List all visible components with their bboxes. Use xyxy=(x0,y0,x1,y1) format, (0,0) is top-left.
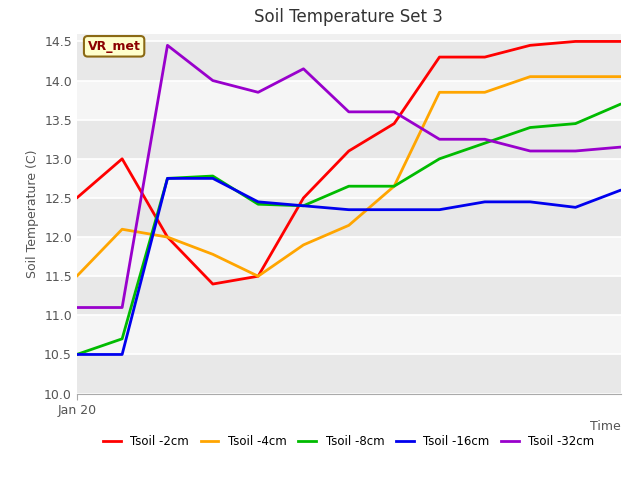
Bar xyxy=(77,81,621,120)
Tsoil -32cm xyxy=(572,148,579,154)
Line: Tsoil -32cm: Tsoil -32cm xyxy=(77,45,621,308)
Bar xyxy=(77,198,621,237)
Tsoil -8cm xyxy=(617,101,625,107)
Tsoil -4cm xyxy=(73,273,81,279)
Tsoil -2cm xyxy=(73,195,81,201)
Bar xyxy=(77,315,621,354)
Tsoil -8cm xyxy=(300,203,307,209)
Tsoil -4cm xyxy=(572,74,579,80)
Bar xyxy=(77,120,621,159)
Text: VR_met: VR_met xyxy=(88,40,141,53)
Tsoil -8cm xyxy=(254,201,262,207)
Tsoil -2cm xyxy=(617,38,625,44)
Tsoil -8cm xyxy=(345,183,353,189)
Line: Tsoil -16cm: Tsoil -16cm xyxy=(77,179,621,354)
Tsoil -32cm xyxy=(164,42,172,48)
Tsoil -2cm xyxy=(526,42,534,48)
Tsoil -32cm xyxy=(390,109,398,115)
Tsoil -16cm xyxy=(572,204,579,210)
Bar xyxy=(77,41,621,81)
Tsoil -8cm xyxy=(73,351,81,357)
Tsoil -32cm xyxy=(254,89,262,95)
Tsoil -16cm xyxy=(300,203,307,209)
Tsoil -4cm xyxy=(617,74,625,80)
Tsoil -2cm xyxy=(572,38,579,44)
Tsoil -8cm xyxy=(572,121,579,127)
Y-axis label: Soil Temperature (C): Soil Temperature (C) xyxy=(26,149,38,278)
Tsoil -2cm xyxy=(481,54,489,60)
Tsoil -32cm xyxy=(73,305,81,311)
Tsoil -2cm xyxy=(209,281,216,287)
Tsoil -2cm xyxy=(436,54,444,60)
Tsoil -2cm xyxy=(164,234,172,240)
Tsoil -16cm xyxy=(436,207,444,213)
Tsoil -8cm xyxy=(390,183,398,189)
Tsoil -16cm xyxy=(526,199,534,205)
Tsoil -32cm xyxy=(436,136,444,142)
Bar xyxy=(77,354,621,394)
Tsoil -32cm xyxy=(209,78,216,84)
Tsoil -4cm xyxy=(118,227,126,232)
Bar xyxy=(77,237,621,276)
Tsoil -32cm xyxy=(481,136,489,142)
Legend: Tsoil -2cm, Tsoil -4cm, Tsoil -8cm, Tsoil -16cm, Tsoil -32cm: Tsoil -2cm, Tsoil -4cm, Tsoil -8cm, Tsoi… xyxy=(99,430,599,453)
Tsoil -2cm xyxy=(390,121,398,127)
Tsoil -16cm xyxy=(617,187,625,193)
Line: Tsoil -2cm: Tsoil -2cm xyxy=(77,41,621,284)
Tsoil -16cm xyxy=(73,351,81,357)
Tsoil -32cm xyxy=(118,305,126,311)
Tsoil -32cm xyxy=(526,148,534,154)
Bar xyxy=(77,276,621,315)
Tsoil -8cm xyxy=(118,336,126,342)
Tsoil -4cm xyxy=(345,222,353,228)
Tsoil -4cm xyxy=(481,89,489,95)
Title: Soil Temperature Set 3: Soil Temperature Set 3 xyxy=(254,9,444,26)
Tsoil -16cm xyxy=(209,176,216,181)
Tsoil -2cm xyxy=(254,273,262,279)
Tsoil -32cm xyxy=(617,144,625,150)
Tsoil -4cm xyxy=(390,183,398,189)
Tsoil -32cm xyxy=(300,66,307,72)
Tsoil -16cm xyxy=(390,207,398,213)
Tsoil -4cm xyxy=(300,242,307,248)
Tsoil -4cm xyxy=(209,252,216,257)
Line: Tsoil -8cm: Tsoil -8cm xyxy=(77,104,621,354)
Tsoil -4cm xyxy=(436,89,444,95)
Line: Tsoil -4cm: Tsoil -4cm xyxy=(77,77,621,276)
Tsoil -2cm xyxy=(300,195,307,201)
Tsoil -16cm xyxy=(481,199,489,205)
Tsoil -8cm xyxy=(481,140,489,146)
Tsoil -16cm xyxy=(118,351,126,357)
Tsoil -8cm xyxy=(164,176,172,181)
Tsoil -4cm xyxy=(254,273,262,279)
Tsoil -2cm xyxy=(345,148,353,154)
Tsoil -16cm xyxy=(254,199,262,205)
Tsoil -8cm xyxy=(526,125,534,131)
Tsoil -4cm xyxy=(164,234,172,240)
Tsoil -32cm xyxy=(345,109,353,115)
Bar xyxy=(77,159,621,198)
Tsoil -8cm xyxy=(209,173,216,179)
Tsoil -16cm xyxy=(345,207,353,213)
Tsoil -16cm xyxy=(164,176,172,181)
X-axis label: Time: Time xyxy=(590,420,621,433)
Tsoil -2cm xyxy=(118,156,126,162)
Tsoil -8cm xyxy=(436,156,444,162)
Tsoil -4cm xyxy=(526,74,534,80)
